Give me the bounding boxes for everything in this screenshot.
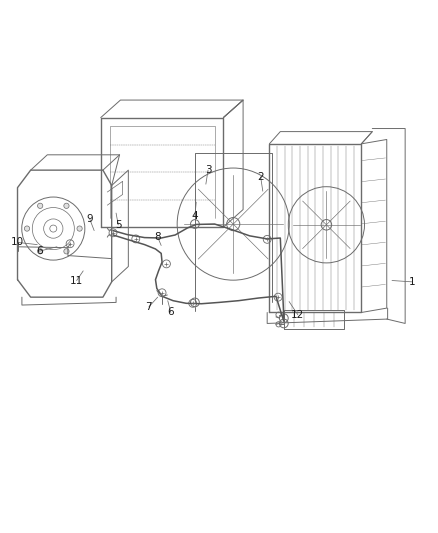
Circle shape xyxy=(64,203,69,208)
Circle shape xyxy=(25,226,30,231)
Circle shape xyxy=(77,226,82,231)
Text: 1: 1 xyxy=(408,277,415,287)
Circle shape xyxy=(64,249,69,254)
Circle shape xyxy=(38,203,43,208)
Text: 9: 9 xyxy=(86,214,93,224)
Text: 3: 3 xyxy=(205,165,212,175)
Text: 5: 5 xyxy=(115,220,122,230)
Text: 8: 8 xyxy=(154,232,161,242)
Text: 12: 12 xyxy=(291,310,304,320)
Text: 7: 7 xyxy=(145,302,152,312)
Text: 4: 4 xyxy=(191,211,198,221)
Text: 6: 6 xyxy=(167,308,174,318)
Text: 6: 6 xyxy=(36,246,43,256)
Circle shape xyxy=(38,249,43,254)
Text: 11: 11 xyxy=(70,276,83,286)
Text: 2: 2 xyxy=(257,172,264,182)
Text: 10: 10 xyxy=(11,237,24,247)
